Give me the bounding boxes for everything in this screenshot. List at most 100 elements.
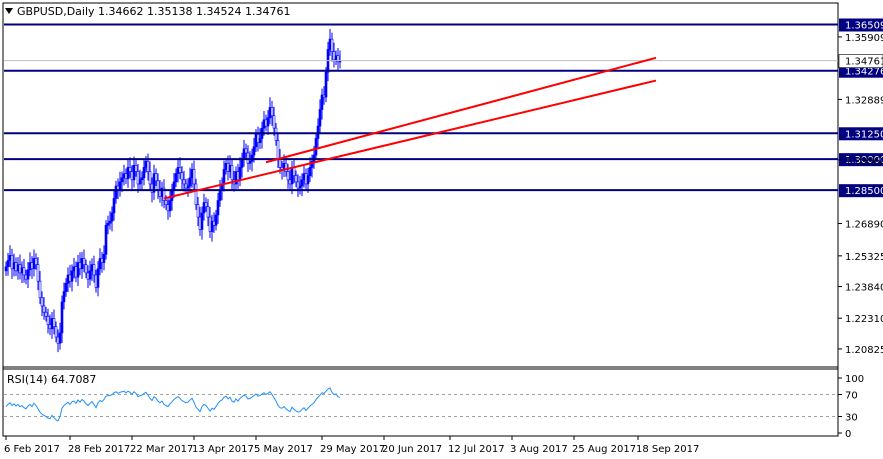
- candle: [6, 260, 10, 268]
- candle: [312, 154, 316, 162]
- candle: [68, 274, 72, 282]
- price-tick-label: 1.20825: [845, 345, 883, 356]
- candle: [202, 202, 206, 214]
- candle: [276, 140, 280, 160]
- candle: [12, 262, 16, 270]
- candle: [246, 152, 250, 164]
- candle: [94, 274, 98, 288]
- candle: [118, 181, 122, 191]
- candle: [314, 138, 318, 156]
- candle: [58, 332, 62, 344]
- candle: [8, 255, 12, 261]
- candle: [86, 272, 90, 280]
- channel-line: [265, 56, 657, 164]
- price-tick-label: 1.23840: [845, 283, 883, 294]
- candle: [192, 169, 196, 185]
- channels-group: [163, 56, 657, 200]
- candle: [212, 220, 216, 226]
- candle: [190, 169, 194, 179]
- candle: [244, 148, 248, 154]
- candle: [270, 107, 274, 117]
- candle: [284, 162, 288, 172]
- candle: [128, 167, 132, 172]
- time-tick-label: 22 Mar 2017: [130, 444, 193, 455]
- candle: [102, 253, 106, 263]
- candle: [106, 222, 110, 226]
- chart-frame: [2, 2, 839, 437]
- time-tick-label: 25 Aug 2017: [572, 444, 636, 455]
- candle: [108, 220, 112, 224]
- time-tick-label: 20 Jun 2017: [382, 444, 442, 455]
- candle: [66, 274, 70, 284]
- candle: [178, 167, 182, 173]
- candle: [176, 167, 180, 174]
- candle: [4, 266, 8, 272]
- symbol-title: GBPUSD,Daily 1.34662 1.35138 1.34524 1.3…: [17, 5, 290, 18]
- candle: [52, 318, 56, 327]
- candle: [318, 109, 322, 127]
- candle: [286, 171, 290, 181]
- rsi-tick-label: 100: [845, 374, 864, 385]
- level-label: 1.36509: [845, 20, 883, 31]
- candle: [258, 138, 262, 143]
- candle: [138, 179, 142, 185]
- candle: [218, 189, 222, 201]
- candle: [228, 165, 232, 172]
- level-label-box: [839, 18, 883, 32]
- rsi-tick-label: 70: [845, 391, 858, 402]
- candle: [166, 204, 170, 212]
- candle: [122, 173, 126, 179]
- candle: [148, 171, 152, 185]
- candle: [96, 268, 100, 288]
- candle: [248, 160, 252, 164]
- candle: [210, 220, 214, 232]
- candle: [242, 148, 246, 160]
- level-label-box: [839, 184, 883, 198]
- rsi-panel: RSI(14) 64.7087: [3, 368, 838, 386]
- candle: [146, 160, 150, 172]
- candle: [208, 216, 212, 232]
- candle: [174, 173, 178, 183]
- collapse-icon[interactable]: [5, 8, 13, 14]
- candle: [90, 264, 94, 272]
- price-tick-label: 1.35909: [845, 33, 883, 44]
- time-tick-label: 6 Feb 2017: [4, 444, 60, 455]
- rsi-line: [5, 387, 341, 422]
- price-panel-border: [2, 2, 839, 368]
- candle: [134, 165, 138, 172]
- candle: [194, 183, 198, 205]
- candle: [36, 264, 40, 282]
- candle: [80, 258, 84, 270]
- candle: [132, 165, 136, 181]
- candle: [240, 158, 244, 168]
- price-tick-label: 1.25325: [845, 252, 883, 263]
- candle: [250, 154, 254, 162]
- candle: [44, 311, 48, 317]
- candle: [92, 264, 96, 276]
- candle: [124, 173, 128, 180]
- price-panel: GBPUSD,Daily 1.34662 1.35138 1.34524 1.3…: [2, 2, 839, 368]
- candle: [172, 181, 176, 191]
- candle: [46, 316, 50, 325]
- price-tick-label: 1.29960: [845, 156, 883, 167]
- candle: [42, 305, 46, 313]
- candle: [230, 165, 234, 181]
- candle: [82, 258, 86, 265]
- candle: [100, 258, 104, 263]
- candle: [236, 171, 240, 181]
- candle: [198, 216, 202, 230]
- candle: [204, 202, 208, 208]
- candle: [136, 171, 140, 185]
- candle: [156, 180, 160, 191]
- candle: [292, 167, 296, 176]
- candle: [320, 94, 324, 110]
- candle: [296, 181, 300, 189]
- candle: [164, 200, 168, 205]
- candle: [130, 171, 134, 181]
- rsi-tick-label: 0: [845, 429, 851, 440]
- candle: [274, 127, 278, 141]
- candle: [76, 262, 80, 278]
- candle: [70, 270, 74, 282]
- time-tick-label: 12 Jul 2017: [448, 444, 505, 455]
